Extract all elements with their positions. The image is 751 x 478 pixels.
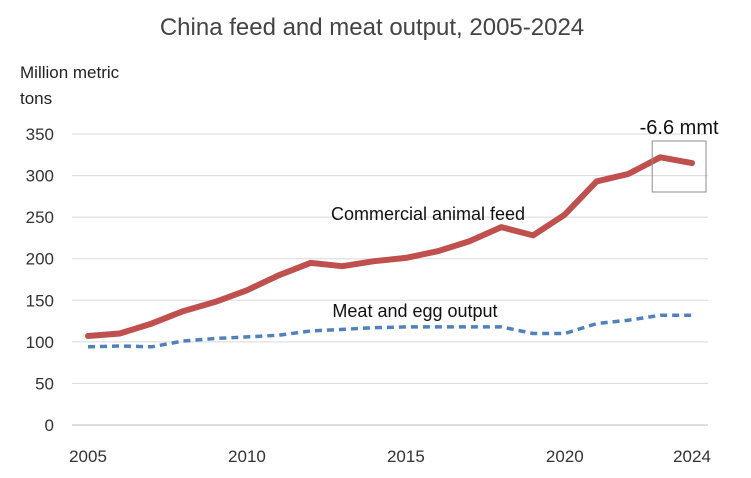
y-axis-label-line-1: Million metric: [20, 63, 120, 82]
series-group: [85, 154, 695, 349]
y-tick-150: 150: [26, 291, 54, 310]
y-tick-250: 250: [26, 208, 54, 227]
x-tick-2024: 2024: [673, 447, 711, 466]
annotation-box-0: [651, 140, 707, 193]
x-tick-2005: 2005: [69, 447, 107, 466]
y-tick-50: 50: [35, 374, 54, 393]
y-axis-ticks: 0 50 100 150 200 250 300 350: [26, 125, 54, 435]
y-tick-300: 300: [26, 167, 54, 186]
x-tick-2010: 2010: [228, 447, 266, 466]
series-line-meat-and-egg-output: [87, 313, 692, 349]
annotation-text-0: -6.6 mmt: [640, 117, 719, 139]
x-axis-ticks: 2005 2010 2015 2020 2024: [69, 447, 711, 466]
chart-title: China feed and meat output, 2005-2024: [160, 14, 584, 41]
x-tick-2020: 2020: [546, 447, 584, 466]
y-tick-200: 200: [26, 250, 54, 269]
annotations: -6.6 mmt: [640, 117, 719, 193]
y-tick-0: 0: [45, 416, 54, 435]
x-tick-2015: 2015: [387, 447, 425, 466]
series-line-commercial-animal-feed: [85, 154, 695, 339]
series-label-meat-and-egg-output: Meat and egg output: [332, 301, 497, 321]
y-axis-label-line-2: tons: [20, 89, 52, 108]
y-tick-350: 350: [26, 125, 54, 144]
y-tick-100: 100: [26, 333, 54, 352]
series-labels: Commercial animal feed Meat and egg outpu…: [331, 204, 525, 321]
series-label-commercial-animal-feed: Commercial animal feed: [331, 204, 525, 224]
